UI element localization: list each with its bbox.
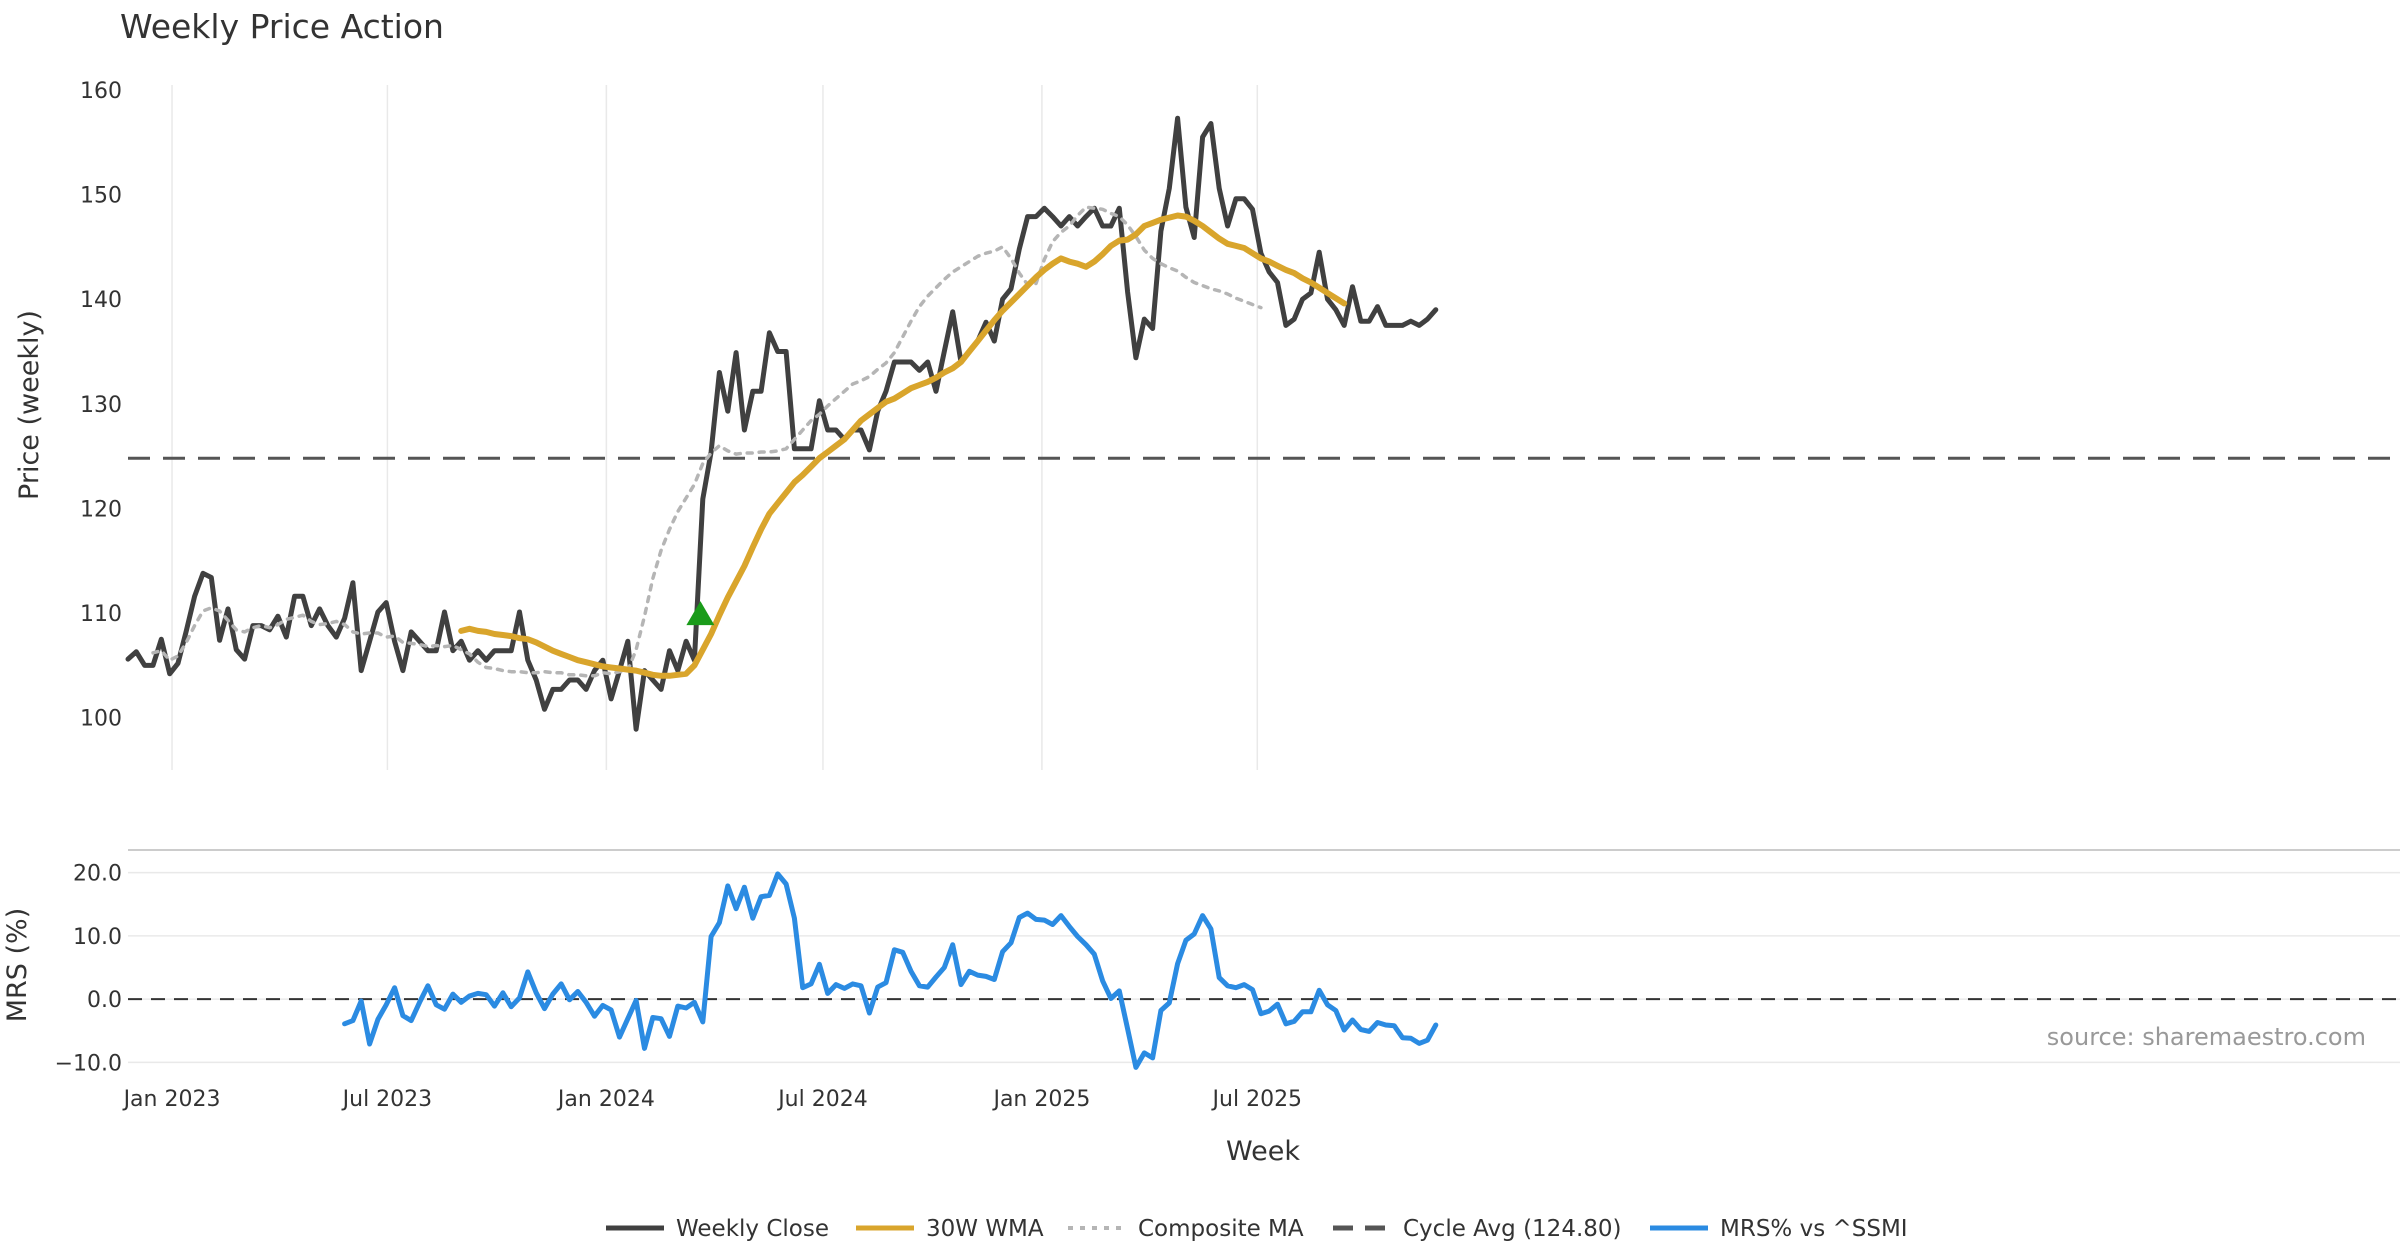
price-y-axis-title: Price (weekly): [14, 310, 45, 500]
buy-signal-marker: [686, 601, 715, 626]
price-gridlines: [171, 85, 1259, 770]
source-label: source: sharemaestro.com: [2047, 1023, 2366, 1051]
legend-item: Weekly Close: [606, 1216, 829, 1242]
legend-label: MRS% vs ^SSMI: [1720, 1216, 1908, 1242]
signal-markers: [686, 601, 715, 626]
price-y-tick-label: 100: [80, 707, 122, 732]
legend-label: Weekly Close: [676, 1216, 829, 1242]
legend-label: Cycle Avg (124.80): [1403, 1216, 1622, 1242]
price-y-tick-label: 110: [80, 602, 122, 627]
price-y-ticks: 100 110 120 130 140 150 160: [80, 79, 122, 732]
price-y-tick-label: 120: [80, 497, 122, 522]
series-mrs-vs-ssmi: [342, 871, 1439, 1070]
mrs-y-tick-label: 10.0: [73, 925, 122, 950]
price-y-tick-label: 150: [80, 184, 122, 209]
legend-label: 30W WMA: [926, 1216, 1044, 1242]
x-tick-label: Jan 2023: [122, 1087, 221, 1112]
x-axis-title: Week: [1226, 1136, 1300, 1167]
mrs-y-axis-title: MRS (%): [2, 908, 33, 1023]
x-tick-label: Jan 2025: [991, 1087, 1090, 1112]
legend-item: MRS% vs ^SSMI: [1650, 1216, 1908, 1242]
price-y-tick-label: 160: [80, 79, 122, 104]
mrs-y-tick-label: −10.0: [55, 1051, 122, 1076]
series-composite-ma: [151, 205, 1263, 678]
mrs-y-tick-label: 20.0: [73, 862, 122, 887]
x-tick-label: Jul 2025: [1211, 1087, 1303, 1112]
x-tick-label: Jan 2024: [556, 1087, 655, 1112]
x-tick-label: Jul 2023: [341, 1087, 433, 1112]
chart-title: Weekly Price Action: [120, 7, 444, 46]
x-axis-ticks: Jan 2023 Jul 2023 Jan 2024 Jul 2024 Jan 2025…: [122, 1087, 1302, 1112]
legend-label: Composite MA: [1138, 1216, 1304, 1242]
mrs-series-group: [342, 871, 1439, 1070]
legend: Weekly Close 30W WMA Composite MA Cycle Avg…: [606, 1216, 1908, 1242]
legend-item: Cycle Avg (124.80): [1333, 1216, 1622, 1242]
mrs-y-ticks: 20.0 10.0 0.0 −10.0: [55, 862, 122, 1077]
mrs-y-tick-label: 0.0: [87, 988, 122, 1013]
legend-item: 30W WMA: [856, 1216, 1044, 1242]
series-weekly-close: [125, 115, 1439, 732]
series-30w-wma: [458, 212, 1348, 679]
price-y-tick-label: 130: [80, 393, 122, 418]
legend-item: Composite MA: [1068, 1216, 1304, 1242]
price-y-tick-label: 140: [80, 288, 122, 313]
price-series-group: [125, 115, 1439, 732]
x-tick-label: Jul 2024: [776, 1087, 868, 1112]
